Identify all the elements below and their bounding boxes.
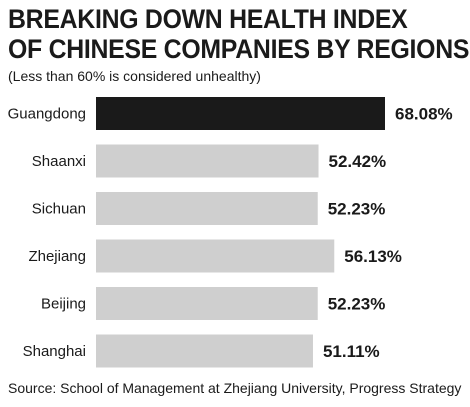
chart-title-line-2: OF CHINESE COMPANIES BY REGIONS xyxy=(8,34,470,64)
bar-shaanxi xyxy=(96,144,319,178)
value-label-shanghai: 51.11% xyxy=(323,342,380,361)
category-label-zhejiang: Zhejiang xyxy=(28,248,86,265)
value-label-sichuan: 52.23% xyxy=(328,200,386,219)
value-label-beijing: 52.23% xyxy=(328,295,386,314)
bar-guangdong xyxy=(96,97,385,130)
category-label-guangdong: Guangdong xyxy=(8,106,86,123)
source-note: Source: School of Management at Zhejiang… xyxy=(8,380,462,396)
category-label-shaanxi: Shaanxi xyxy=(32,153,86,170)
chart-title-line-1: BREAKING DOWN HEALTH INDEX xyxy=(8,4,408,34)
bar-beijing xyxy=(96,287,318,320)
value-label-guangdong: 68.08% xyxy=(395,105,453,124)
value-label-zhejiang: 56.13% xyxy=(344,247,402,266)
value-label-shaanxi: 52.42% xyxy=(329,152,387,171)
bar-zhejiang xyxy=(96,239,335,273)
chart-title: BREAKING DOWN HEALTH INDEX OF CHINESE CO… xyxy=(8,4,470,64)
bar-shanghai xyxy=(96,334,313,368)
category-label-shanghai: Shanghai xyxy=(23,343,86,360)
category-label-beijing: Beijing xyxy=(41,296,86,313)
bar-sichuan xyxy=(96,192,318,225)
category-label-sichuan: Sichuan xyxy=(32,201,86,218)
chart-subtitle: (Less than 60% is considered unhealthy) xyxy=(8,68,261,84)
